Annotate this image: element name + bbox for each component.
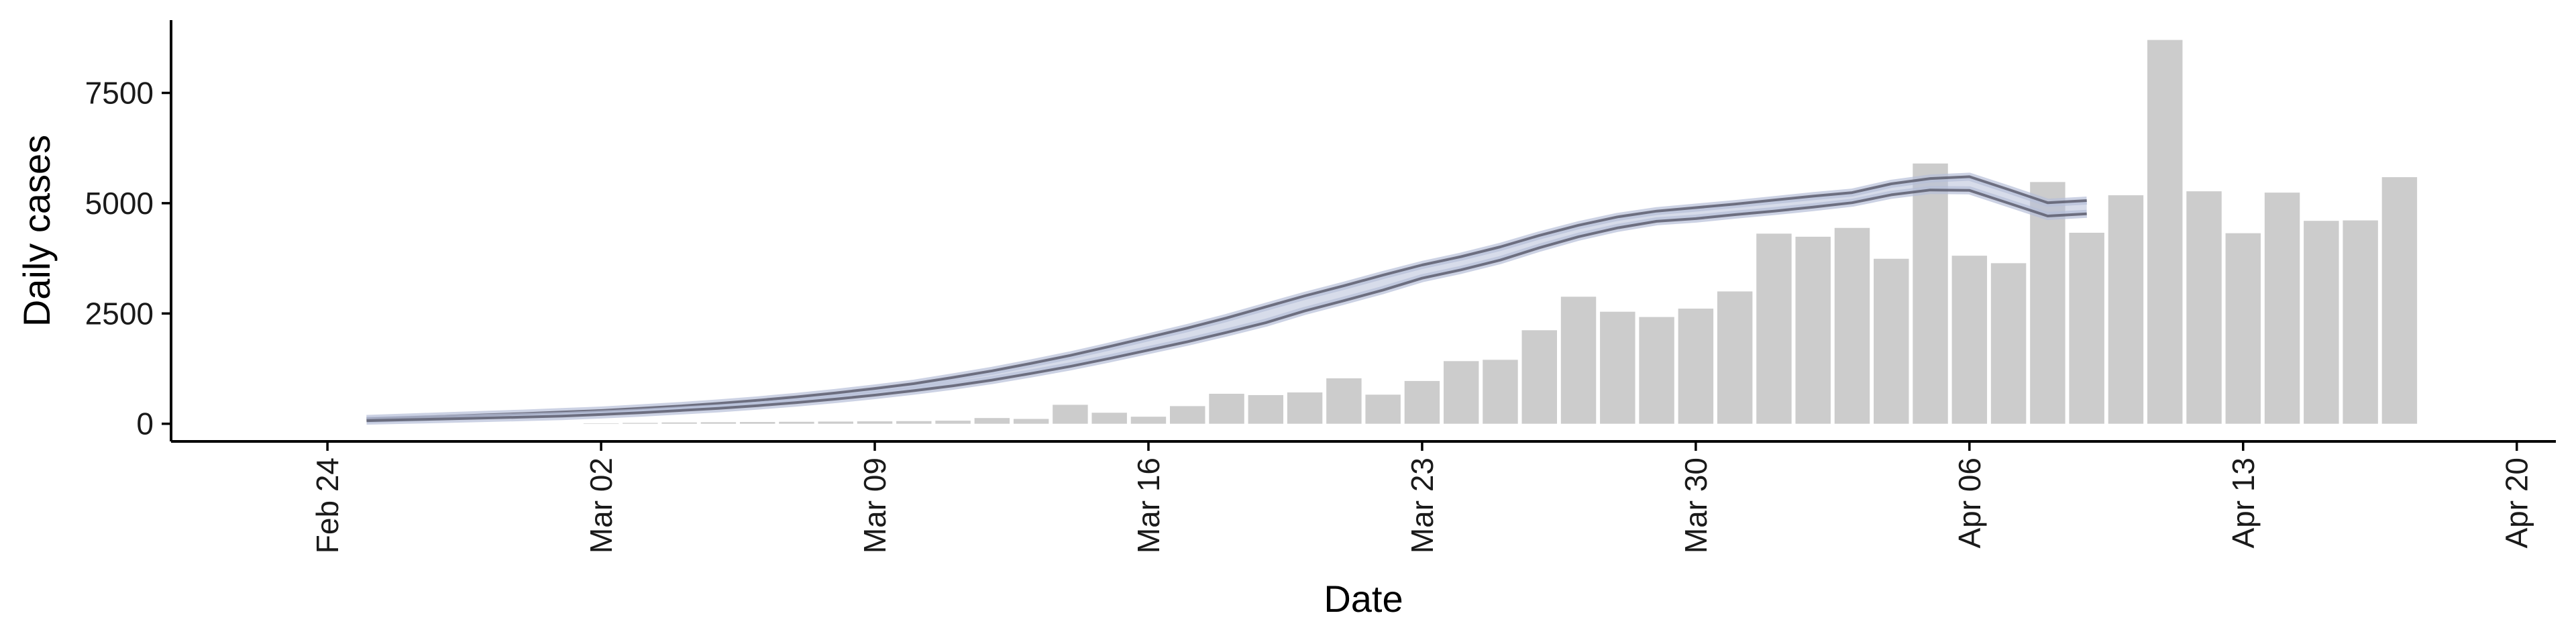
bar — [857, 421, 893, 424]
bar — [896, 421, 932, 424]
estimate-upper-line — [366, 175, 2087, 421]
bar — [2147, 40, 2183, 424]
bar — [700, 422, 737, 424]
x-tick-label: Mar 16 — [1131, 458, 1166, 553]
bar — [974, 418, 1010, 424]
y-tick-label: 2500 — [85, 296, 154, 331]
bar — [1013, 419, 1049, 424]
bar — [1365, 394, 1401, 424]
y-tick-label: 5000 — [85, 186, 154, 221]
bar — [1170, 406, 1205, 424]
bar — [1521, 330, 1557, 424]
bar — [779, 421, 814, 424]
bar — [739, 422, 775, 424]
bar — [1483, 360, 1518, 424]
bar — [1443, 361, 1479, 424]
x-tick-label: Apr 06 — [1952, 458, 1987, 549]
bar — [2069, 232, 2104, 424]
bar — [2343, 220, 2378, 424]
bar — [1326, 378, 1362, 424]
bar — [1287, 392, 1323, 424]
bar — [1795, 236, 1831, 424]
bar — [2030, 182, 2065, 424]
bar — [1717, 291, 1753, 424]
bar — [1404, 380, 1440, 424]
bar — [1990, 263, 2027, 424]
y-axis-title: Daily cases — [15, 135, 58, 327]
bar — [1053, 405, 1088, 424]
bar — [1248, 394, 1284, 424]
x-tick-label: Feb 24 — [310, 458, 345, 553]
x-axis-title: Date — [1324, 578, 1403, 620]
bar — [1600, 311, 1635, 424]
band-layer — [366, 172, 2088, 425]
bar — [2264, 193, 2300, 424]
bar — [1951, 256, 1988, 424]
y-tick-label: 7500 — [85, 76, 154, 111]
x-tick-label: Apr 13 — [2226, 458, 2261, 549]
bar — [1560, 297, 1597, 424]
bar — [818, 421, 853, 424]
bar-layer — [583, 40, 2418, 424]
bar — [1639, 317, 1674, 424]
bar — [2381, 177, 2418, 424]
bar — [1913, 163, 1948, 424]
bar — [661, 422, 697, 424]
bar — [1678, 309, 1714, 424]
bar — [1874, 258, 1909, 424]
x-tick-label: Mar 23 — [1405, 458, 1440, 553]
bar — [1756, 233, 1792, 424]
bar — [2225, 233, 2261, 424]
x-tick-label: Apr 20 — [2500, 458, 2534, 549]
x-tick-label: Mar 02 — [584, 458, 619, 553]
x-tick-label: Mar 30 — [1678, 458, 1713, 553]
bar — [1209, 393, 1244, 424]
bar — [2186, 191, 2222, 424]
x-tick-label: Mar 09 — [857, 458, 892, 553]
bar — [2304, 221, 2339, 424]
bar — [583, 423, 619, 424]
bar — [1091, 413, 1127, 424]
bar — [1834, 227, 1870, 424]
bar — [2108, 195, 2144, 424]
estimate-lower-line — [366, 189, 2087, 423]
bar — [935, 421, 971, 424]
y-tick-label: 0 — [136, 407, 154, 441]
bar — [1130, 417, 1167, 424]
axes-layer: 0 2500 5000 7500 Feb 24 Mar 02 Mar 09 Mar 16 Mar… — [85, 20, 2556, 553]
